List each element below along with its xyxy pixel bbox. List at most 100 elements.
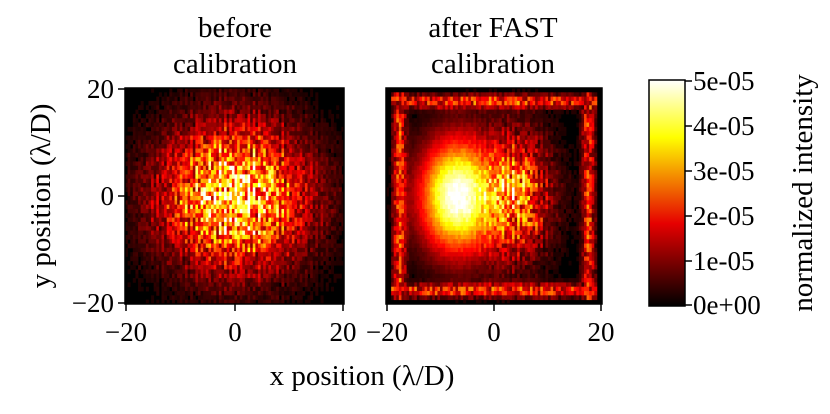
heatmap-cell [177, 161, 181, 167]
heatmap-cell [591, 148, 595, 154]
heatmap-cell [315, 204, 319, 210]
heatmap-cell [179, 105, 183, 110]
heatmap-cell [470, 100, 474, 106]
heatmap-cell [161, 269, 165, 275]
heatmap-cell [213, 139, 217, 145]
heatmap-cell [320, 282, 324, 288]
heatmap-cell [338, 230, 342, 236]
heatmap-cell [234, 269, 238, 275]
heatmap-cell [260, 204, 264, 210]
heatmap-cell [218, 286, 222, 292]
heatmap-cell [320, 109, 324, 115]
heatmap-cell [208, 256, 212, 262]
heatmap-cell [218, 196, 222, 201]
heatmap-cell [289, 118, 293, 123]
heatmap-cell [179, 165, 183, 171]
heatmap-cell [271, 92, 275, 98]
heatmap-cell [237, 282, 241, 288]
heatmap-cell [171, 152, 175, 158]
heatmap-cell [190, 92, 194, 98]
heatmap-cell [184, 217, 188, 223]
heatmap-cell [156, 157, 160, 162]
heatmap-cell [286, 144, 290, 149]
heatmap-cell [161, 148, 165, 154]
heatmap-cell [184, 96, 188, 102]
heatmap-cell [289, 273, 293, 279]
heatmap-cell [278, 139, 282, 145]
heatmap-cell [320, 221, 324, 227]
heatmap-cell [325, 247, 329, 253]
heatmap-cell [216, 273, 220, 279]
heatmap-cell [284, 260, 288, 266]
heatmap-cell [299, 217, 303, 223]
heatmap-cell [192, 239, 196, 244]
heatmap-cell [281, 126, 285, 132]
heatmap-cell [244, 243, 248, 249]
heatmap-cell [125, 144, 129, 149]
heatmap-cell [190, 96, 194, 102]
heatmap-cell [265, 260, 269, 266]
heatmap-cell [205, 265, 209, 270]
heatmap-cell [218, 191, 222, 197]
heatmap-cell [268, 226, 272, 231]
heatmap-cell [268, 109, 272, 115]
heatmap-cell [317, 208, 321, 214]
heatmap-cell [148, 152, 152, 158]
heatmap-cell [299, 161, 303, 167]
heatmap-cell [260, 230, 264, 236]
heatmap-cell [198, 148, 202, 154]
heatmap-cell [221, 217, 225, 223]
heatmap-cell [273, 88, 277, 93]
heatmap-cell [213, 230, 217, 236]
heatmap-cell [135, 165, 139, 171]
heatmap-cell [208, 234, 212, 240]
heatmap-cell [242, 183, 246, 188]
heatmap-cell [545, 113, 549, 119]
heatmap-cell [338, 252, 342, 257]
heatmap-cell [286, 200, 290, 206]
heatmap-cell [299, 291, 303, 296]
heatmap-cell [401, 135, 405, 141]
heatmap-cell [169, 265, 173, 270]
heatmap-cell [198, 152, 202, 158]
heatmap-cell [336, 260, 340, 266]
heatmap-cell [187, 239, 191, 244]
heatmap-cell [429, 148, 433, 154]
heatmap-cell [519, 96, 523, 102]
heatmap-cell [190, 183, 194, 188]
heatmap-cell [156, 118, 160, 123]
heatmap-cell [252, 282, 256, 288]
heatmap-cell [455, 131, 459, 136]
heatmap-cell [151, 234, 155, 240]
heatmap-cell [294, 221, 298, 227]
heatmap-cell [312, 161, 316, 167]
heatmap-cell [237, 92, 241, 98]
heatmap-cell [506, 100, 510, 106]
heatmap-cell [198, 234, 202, 240]
heatmap-cell [273, 152, 277, 158]
heatmap-cell [271, 118, 275, 123]
heatmap-cell [138, 139, 142, 145]
heatmap-cell [127, 204, 131, 210]
heatmap-cell [524, 126, 528, 132]
heatmap-cell [239, 256, 243, 262]
heatmap-cell [437, 105, 441, 110]
heatmap-cell [330, 157, 334, 162]
heatmap-cell [265, 295, 269, 301]
heatmap-cell [179, 170, 183, 175]
heatmap-cell [315, 239, 319, 244]
heatmap-cell [284, 161, 288, 167]
heatmap-cell [166, 208, 170, 214]
heatmap-cell [519, 105, 523, 110]
heatmap-cell [268, 183, 272, 188]
heatmap-cell [396, 92, 400, 98]
heatmap-cell [276, 113, 280, 119]
heatmap-cell [250, 109, 254, 115]
heatmap-cell [537, 139, 541, 145]
heatmap-cell [143, 247, 147, 253]
heatmap-cell [239, 135, 243, 141]
heatmap-cell [336, 148, 340, 154]
heatmap-cell [148, 139, 152, 145]
heatmap-cell [208, 213, 212, 218]
heatmap-cell [145, 243, 149, 249]
